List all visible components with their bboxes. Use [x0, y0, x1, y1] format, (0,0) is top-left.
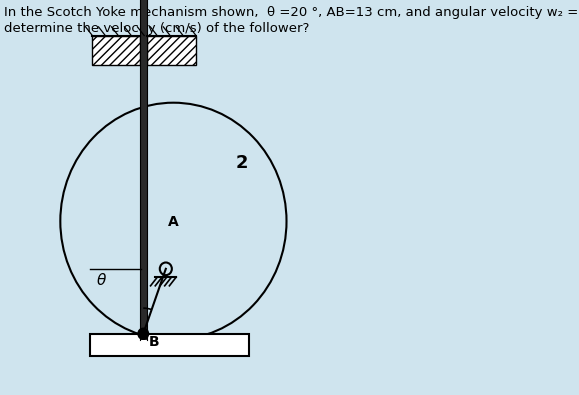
Circle shape [138, 328, 149, 339]
Text: In the Scotch Yoke mechanism shown,  θ =20 °, AB=13 cm, and angular velocity w₂ : In the Scotch Yoke mechanism shown, θ =2… [4, 6, 579, 19]
Bar [90, 334, 249, 356]
Text: 2: 2 [236, 154, 248, 172]
Text: B: B [149, 335, 160, 349]
Bar [93, 36, 140, 65]
Bar [140, 0, 146, 340]
Bar [146, 36, 196, 65]
Text: determine the velocity (cm/s) of the follower?: determine the velocity (cm/s) of the fol… [4, 22, 309, 35]
Text: A: A [168, 215, 178, 229]
Text: $\theta$: $\theta$ [96, 273, 107, 288]
